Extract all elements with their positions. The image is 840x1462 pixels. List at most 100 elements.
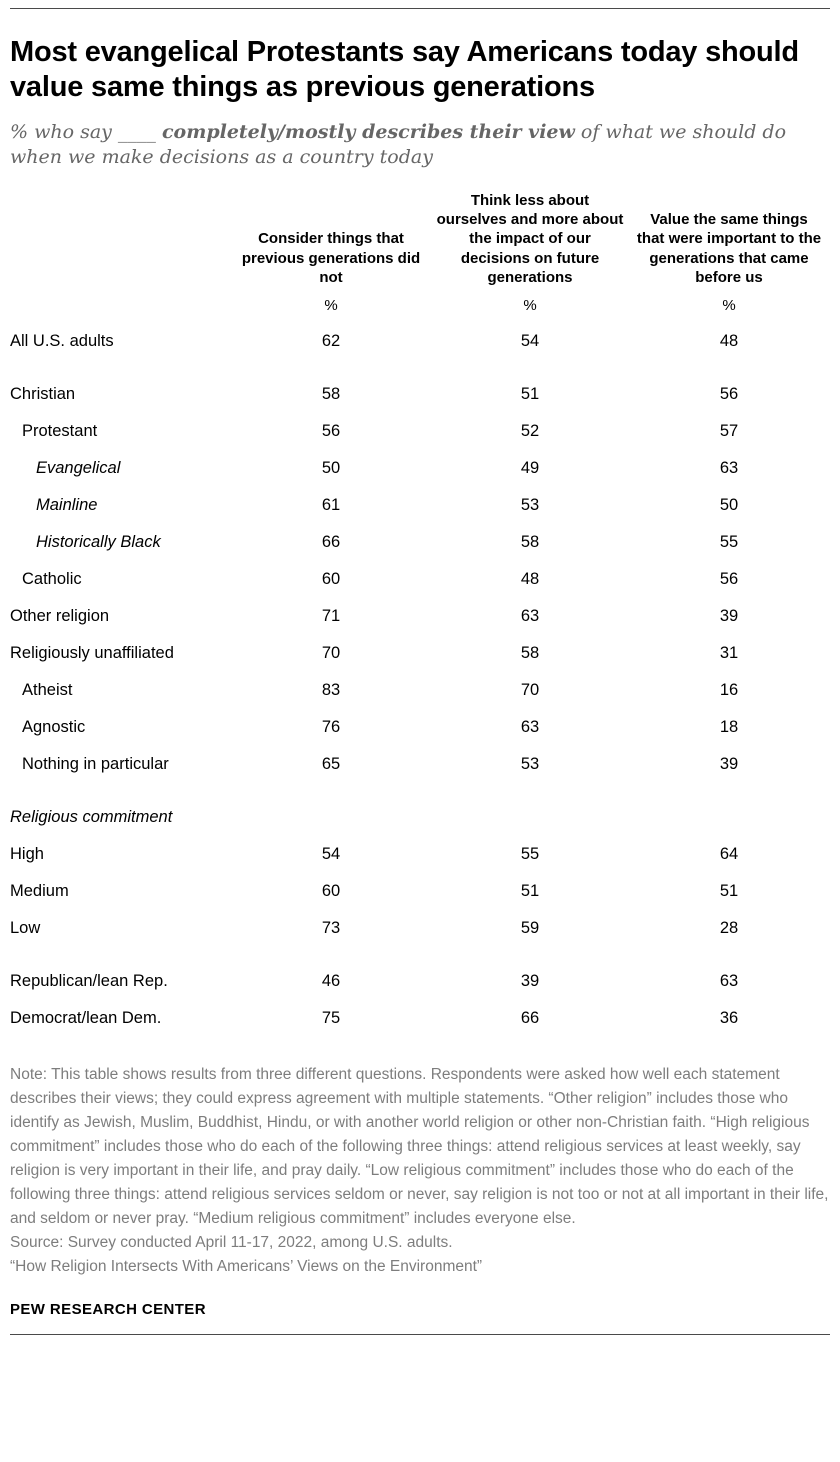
cell-value: 66 xyxy=(321,532,341,551)
bottom-divider xyxy=(10,1334,830,1336)
column-header-3: Value the same things that were importan… xyxy=(636,211,822,286)
column-header-1: Consider things that previous generation… xyxy=(241,230,421,286)
row-label: All U.S. adults xyxy=(10,331,114,350)
cell-value: 48 xyxy=(520,569,540,588)
cell-value: 39 xyxy=(719,754,739,773)
cell-value: 63 xyxy=(520,717,540,736)
cell-value: 56 xyxy=(719,384,739,403)
cell-value: 48 xyxy=(719,331,739,350)
row-label: Republican/lean Rep. xyxy=(10,971,168,990)
cell-value: 66 xyxy=(520,1008,540,1027)
report-title-text: “How Religion Intersects With Americans’… xyxy=(10,1258,483,1276)
label-column-spacer xyxy=(10,297,232,314)
cell-value: 64 xyxy=(719,844,739,863)
source-text: Source: Survey conducted April 11-17, 20… xyxy=(10,1234,453,1252)
cell-value: 55 xyxy=(520,844,540,863)
row-label: Protestant xyxy=(22,421,98,440)
subtitle-suffix: of what we should do when we make decisi… xyxy=(10,120,787,169)
cell-value: 51 xyxy=(520,881,540,900)
table-row: Atheist 83 70 16 xyxy=(10,672,830,709)
cell-value: 83 xyxy=(321,680,341,699)
table-row: Medium 60 51 51 xyxy=(10,873,830,910)
table-row: Low 73 59 28 xyxy=(10,910,830,947)
cell-value: 50 xyxy=(719,495,739,514)
notes-block: Note: This table shows results from thre… xyxy=(10,1063,830,1279)
cell-value: 76 xyxy=(321,717,341,736)
unit-label: % xyxy=(324,296,338,314)
row-label: Religiously unaffiliated xyxy=(10,643,174,662)
note-text: Note: This table shows results from thre… xyxy=(10,1065,829,1228)
row-label: Agnostic xyxy=(22,717,86,736)
table-row: Nothing in particular 65 53 39 xyxy=(10,746,830,783)
subtitle-prefix: % who say ____ xyxy=(10,120,162,143)
section-header-row: Religious commitment xyxy=(10,799,830,836)
page-title: Most evangelical Protestants say America… xyxy=(10,36,799,104)
cell-value: 55 xyxy=(719,532,739,551)
row-label: Christian xyxy=(10,384,76,403)
cell-value: 58 xyxy=(520,643,540,662)
cell-value: 73 xyxy=(321,918,341,937)
cell-value: 61 xyxy=(321,495,341,514)
table-row: Other religion 71 63 39 xyxy=(10,598,830,635)
table-row: Christian 58 51 56 xyxy=(10,376,830,413)
cell-value: 54 xyxy=(520,331,540,350)
row-label: Democrat/lean Dem. xyxy=(10,1008,162,1027)
table-row: Religiously unaffiliated 70 58 31 xyxy=(10,635,830,672)
cell-value: 50 xyxy=(321,458,341,477)
cell-value: 58 xyxy=(520,532,540,551)
cell-value: 63 xyxy=(719,971,739,990)
cell-value: 16 xyxy=(719,680,739,699)
cell-value: 65 xyxy=(321,754,341,773)
column-header-row: Consider things that previous generation… xyxy=(10,191,830,287)
row-label: Historically Black xyxy=(36,532,161,551)
cell-value: 36 xyxy=(719,1008,739,1027)
cell-value: 31 xyxy=(719,643,739,662)
table-row: Historically Black 66 58 55 xyxy=(10,524,830,561)
table-row: Mainline 61 53 50 xyxy=(10,487,830,524)
brand-footer: PEW RESEARCH CENTER xyxy=(10,1301,206,1319)
report-page: Most evangelical Protestants say America… xyxy=(0,8,840,1336)
cell-value: 39 xyxy=(520,971,540,990)
cell-value: 62 xyxy=(321,331,341,350)
cell-value: 60 xyxy=(321,881,341,900)
table-row: High 54 55 64 xyxy=(10,836,830,873)
row-label: Catholic xyxy=(22,569,82,588)
row-label: Low xyxy=(10,918,41,937)
table-row: Evangelical 50 49 63 xyxy=(10,450,830,487)
table-row: Protestant 56 52 57 xyxy=(10,413,830,450)
cell-value: 60 xyxy=(321,569,341,588)
table-row: Republican/lean Rep. 46 39 63 xyxy=(10,963,830,1000)
table-row: Agnostic 76 63 18 xyxy=(10,709,830,746)
cell-value: 58 xyxy=(321,384,341,403)
row-label: Other religion xyxy=(10,606,110,625)
cell-value: 59 xyxy=(520,918,540,937)
cell-value: 56 xyxy=(321,421,341,440)
subtitle: % who say ____ completely/mostly describ… xyxy=(10,120,830,171)
unit-label: % xyxy=(523,296,537,314)
unit-label: % xyxy=(722,296,736,314)
cell-value: 53 xyxy=(520,495,540,514)
top-divider xyxy=(10,8,830,9)
cell-value: 56 xyxy=(719,569,739,588)
row-label: Atheist xyxy=(22,680,73,699)
cell-value: 52 xyxy=(520,421,540,440)
row-label: Evangelical xyxy=(36,458,121,477)
cell-value: 71 xyxy=(321,606,341,625)
cell-value: 39 xyxy=(719,606,739,625)
cell-value: 53 xyxy=(520,754,540,773)
subtitle-emphasis: completely/mostly describes their view xyxy=(161,120,575,143)
cell-value: 28 xyxy=(719,918,739,937)
row-label: Nothing in particular xyxy=(22,754,169,773)
cell-value: 75 xyxy=(321,1008,341,1027)
table-row: Democrat/lean Dem. 75 66 36 xyxy=(10,1000,830,1037)
cell-value: 63 xyxy=(719,458,739,477)
cell-value: 51 xyxy=(520,384,540,403)
row-label: Mainline xyxy=(36,495,98,514)
cell-value: 57 xyxy=(719,421,739,440)
cell-value: 63 xyxy=(520,606,540,625)
table-row: All U.S. adults 62 54 48 xyxy=(10,323,830,360)
table-body: All U.S. adults 62 54 48 Christian 58 51 56 Prot… xyxy=(10,323,830,1037)
unit-row: % % % xyxy=(10,297,830,314)
cell-value: 70 xyxy=(321,643,341,662)
row-label: Religious commitment xyxy=(10,807,173,826)
